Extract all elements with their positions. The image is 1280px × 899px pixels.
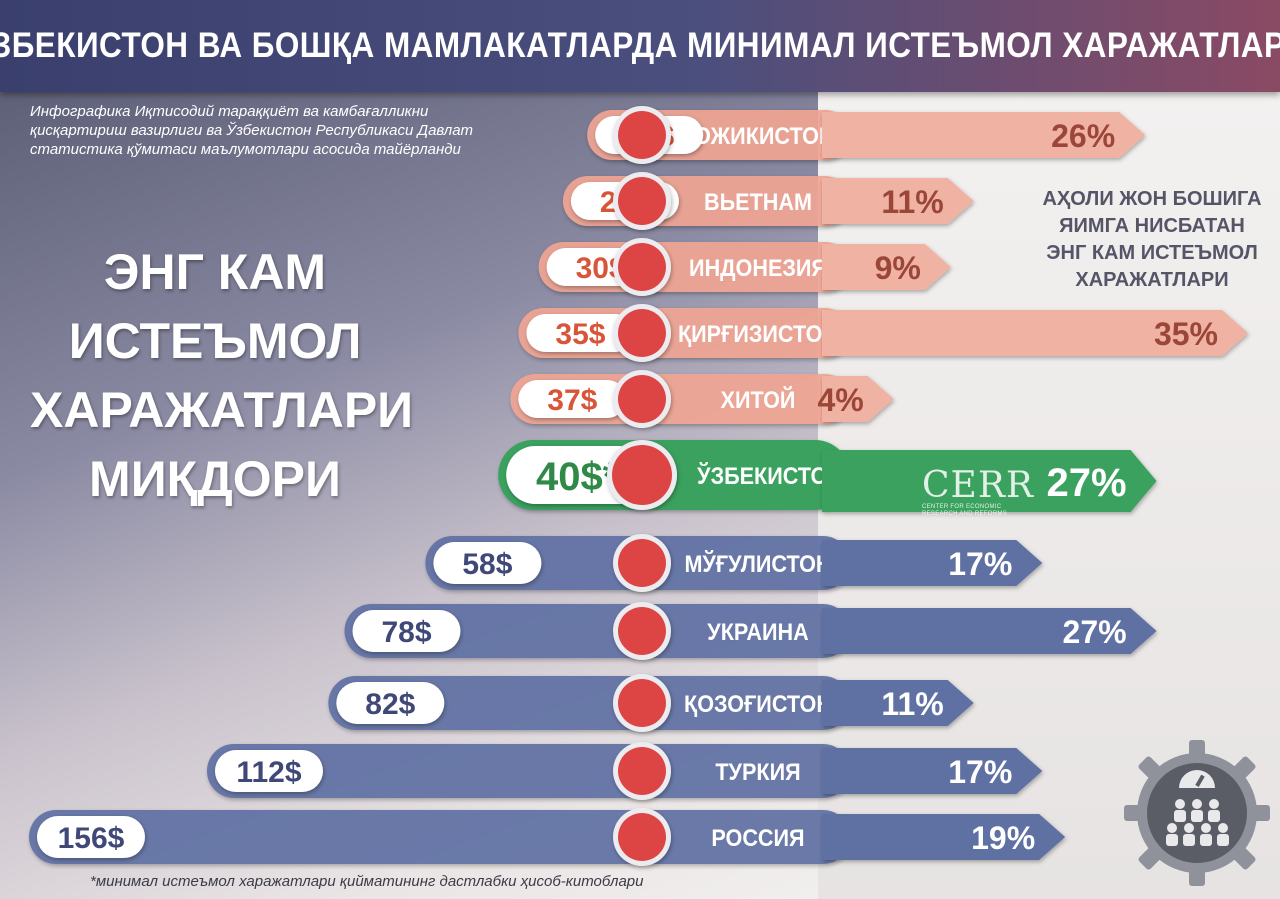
country-label: МЎҒУЛИСТОН xyxy=(684,550,831,577)
share-value-label: 11% xyxy=(881,686,943,722)
flag-icon xyxy=(618,177,666,225)
right-caption-line: ЭНГ КАМ ИСТЕЪМОЛ xyxy=(1046,242,1258,264)
share-value-label: 9% xyxy=(875,250,921,286)
spending-value-label: 82$ xyxy=(365,688,415,721)
spending-value-label: 35$ xyxy=(555,318,605,351)
share-value-label: 26% xyxy=(1051,118,1115,154)
share-arrow xyxy=(822,178,974,224)
flag-icon xyxy=(618,813,666,861)
spending-bar xyxy=(328,676,850,730)
left-caption-line: ИСТЕЪМОЛ xyxy=(68,313,362,369)
country-label: УКРАИНА xyxy=(707,618,808,645)
cerr-logo-subtitle-line: CENTER FOR ECONOMIC xyxy=(922,504,1002,510)
country-label: ЎЗБЕКИСТОН xyxy=(696,462,843,489)
right-caption: АҲОЛИ ЖОН БОШИГА ЯИМГА НИСБАТАН ЭНГ КАМ … xyxy=(1036,186,1268,294)
share-arrow xyxy=(822,608,1157,654)
share-arrow xyxy=(822,376,894,422)
share-value-label: 19% xyxy=(971,820,1035,856)
right-caption-line: ЯИМГА НИСБАТАН xyxy=(1059,215,1245,237)
country-label: ИНДОНЕЗИЯ xyxy=(689,254,827,281)
value-pill xyxy=(352,610,461,652)
spending-value-label: 156$ xyxy=(58,822,125,855)
value-pill xyxy=(526,314,635,352)
value-pill xyxy=(518,380,627,418)
value-pill xyxy=(37,816,145,858)
share-arrow xyxy=(822,112,1146,158)
share-arrow xyxy=(822,244,951,290)
cerr-logo: CERR CENTER FOR ECONOMIC RESEARCH AND RE… xyxy=(922,465,1035,518)
country-label: ТОЖИКИСТОН xyxy=(681,122,834,149)
left-caption-line: ХАРАЖАТЛАРИ xyxy=(30,382,414,438)
country-label: ҚОЗОҒИСТОН xyxy=(684,690,832,717)
left-caption-line: МИҚДОРИ xyxy=(89,451,341,507)
spending-value-label: 112$ xyxy=(236,756,301,789)
right-caption-line: АҲОЛИ ЖОН БОШИГА xyxy=(1042,188,1262,210)
flag-icon xyxy=(618,607,666,655)
spending-value-label: 40$* xyxy=(536,455,619,499)
header-banner: ЎЗБЕКИСТОН ВА БОШҚА МАМЛАКАТЛАРДА МИНИМА… xyxy=(0,0,1280,92)
spending-bar xyxy=(344,604,850,658)
flag-icon xyxy=(618,243,666,291)
share-arrow xyxy=(822,540,1043,586)
value-pill xyxy=(433,542,542,584)
flag-icon xyxy=(618,539,666,587)
gear-people-icon xyxy=(1124,740,1270,886)
country-label: ҚИРҒИЗИСТОН xyxy=(678,320,838,347)
cerr-logo-word: CERR xyxy=(922,465,1035,506)
left-caption-line: ЭНГ КАМ xyxy=(103,244,327,300)
left-caption: ЭНГ КАМ ИСТЕЪМОЛ ХАРАЖАТЛАРИ МИҚДОРИ xyxy=(30,238,414,514)
share-arrow xyxy=(822,680,974,726)
spending-value-label: 37$ xyxy=(547,384,597,417)
flag-icon xyxy=(618,679,666,727)
flag-icon xyxy=(618,375,666,423)
share-arrow xyxy=(822,450,1157,512)
share-value-label: 27% xyxy=(1047,461,1127,505)
cerr-logo-subtitle: CENTER FOR ECONOMIC RESEARCH AND REFORMS xyxy=(922,504,1032,518)
share-arrow xyxy=(822,814,1066,860)
share-value-label: 17% xyxy=(948,754,1012,790)
country-label: ВЬЕТНАМ xyxy=(704,188,812,215)
flag-icon xyxy=(618,111,666,159)
cerr-logo-subtitle-line: RESEARCH AND REFORMS xyxy=(922,511,1008,517)
share-arrow xyxy=(822,748,1043,794)
right-caption-line: ХАРАЖАТЛАРИ xyxy=(1075,269,1229,291)
value-pill xyxy=(214,750,323,792)
value-pill xyxy=(336,682,445,724)
share-value-label: 17% xyxy=(948,546,1012,582)
country-label: ХИТОЙ xyxy=(721,386,796,413)
share-value-label: 11% xyxy=(881,184,943,220)
spending-value-label: 78$ xyxy=(381,616,431,649)
country-label: РОССИЯ xyxy=(711,824,804,851)
flag-icon xyxy=(618,309,666,357)
footnote: *минимал истеъмол харажатлари қийматинин… xyxy=(90,873,644,890)
share-value-label: 35% xyxy=(1154,316,1218,352)
flag-icon xyxy=(612,445,672,505)
source-note: Инфографика Иқтисодий тараққиёт ва камба… xyxy=(30,103,474,158)
flag-icon xyxy=(618,747,666,795)
share-arrow xyxy=(822,310,1248,356)
spending-bar xyxy=(206,744,850,798)
spending-value-label: 58$ xyxy=(462,548,512,581)
share-value-label: 4% xyxy=(817,382,863,418)
country-label: ТУРКИЯ xyxy=(715,758,800,785)
page-title: ЎЗБЕКИСТОН ВА БОШҚА МАМЛАКАТЛАРДА МИНИМА… xyxy=(0,26,1280,65)
share-value-label: 27% xyxy=(1063,614,1127,650)
